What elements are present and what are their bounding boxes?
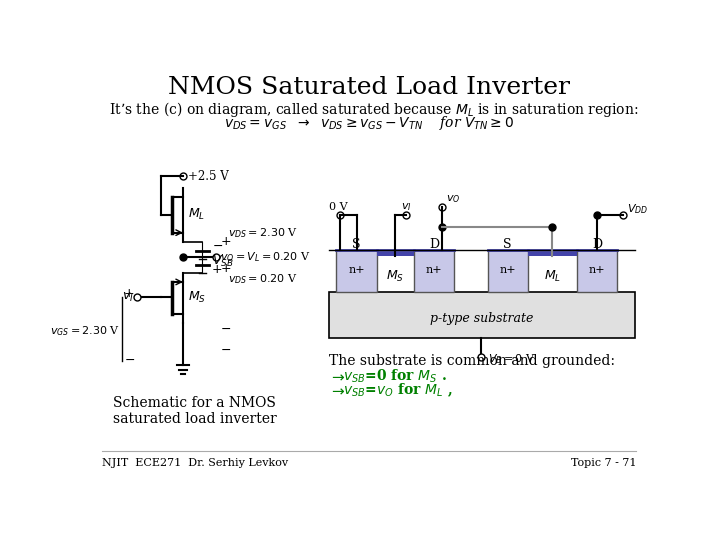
Text: $v_{GS} = 2.30$ V: $v_{GS} = 2.30$ V <box>50 325 120 338</box>
Text: $v_{SB}$=0 for $M_S$ .: $v_{SB}$=0 for $M_S$ . <box>343 368 446 386</box>
Text: $\rightarrow$: $\rightarrow$ <box>329 383 346 398</box>
Text: $M_L$: $M_L$ <box>188 207 204 222</box>
Text: $v_I$: $v_I$ <box>401 201 412 213</box>
Text: Topic 7 - 71: Topic 7 - 71 <box>571 458 636 468</box>
Text: $-$: $-$ <box>124 353 135 366</box>
Text: +2.5 V: +2.5 V <box>189 170 229 183</box>
Text: n+: n+ <box>500 265 516 275</box>
Text: $V_{SB}$: $V_{SB}$ <box>212 254 233 269</box>
Text: +: + <box>220 262 231 275</box>
Text: S: S <box>503 238 512 251</box>
Bar <box>414 249 454 292</box>
Text: Schematic for a NMOS
saturated load inverter: Schematic for a NMOS saturated load inve… <box>113 396 277 426</box>
Text: $M_S$: $M_S$ <box>387 269 405 284</box>
Text: $M_L$: $M_L$ <box>544 269 561 284</box>
Text: $v_{SB}$=$v_O$ for $M_L$ ,: $v_{SB}$=$v_O$ for $M_L$ , <box>343 382 452 399</box>
Text: D: D <box>429 238 439 251</box>
Text: +: + <box>124 287 135 300</box>
Text: The substrate is common and grounded:: The substrate is common and grounded: <box>329 354 615 368</box>
Text: $-$: $-$ <box>220 343 231 356</box>
Text: It’s the (c) on diagram, called saturated because $M_L$ is in saturation region:: It’s the (c) on diagram, called saturate… <box>109 100 639 119</box>
Text: p-type substrate: p-type substrate <box>430 313 534 326</box>
Text: $M_S$: $M_S$ <box>188 290 206 305</box>
Text: NJIT  ECE271  Dr. Serhiy Levkov: NJIT ECE271 Dr. Serhiy Levkov <box>102 458 288 468</box>
Text: $V_{DD}$: $V_{DD}$ <box>627 202 648 215</box>
Text: $v_O = V_L = 0.20$ V: $v_O = V_L = 0.20$ V <box>220 251 310 264</box>
Text: $v_I$: $v_I$ <box>122 291 133 304</box>
Text: $v_{DS}=v_{GS}$  $\rightarrow$  $v_{DS} \geq v_{GS} - V_{TN}$    for $V_{TN} \ge: $v_{DS}=v_{GS}$ $\rightarrow$ $v_{DS} \g… <box>224 114 514 132</box>
Text: $v_{DS} = 2.30$ V: $v_{DS} = 2.30$ V <box>228 226 298 240</box>
Text: n+: n+ <box>348 265 365 275</box>
Bar <box>336 249 377 292</box>
Bar <box>487 249 528 292</box>
Text: $-$: $-$ <box>220 322 231 335</box>
Bar <box>377 252 414 256</box>
Text: n+: n+ <box>588 265 606 275</box>
Text: $v_{DS} = 0.20$ V: $v_{DS} = 0.20$ V <box>228 272 297 286</box>
Bar <box>577 249 617 292</box>
Text: $V_B = 0$ V: $V_B = 0$ V <box>487 352 535 366</box>
Text: $\rightarrow$: $\rightarrow$ <box>329 369 346 384</box>
Text: +: + <box>220 235 231 248</box>
Text: $v_O$: $v_O$ <box>446 194 460 205</box>
Text: NMOS Saturated Load Inverter: NMOS Saturated Load Inverter <box>168 76 570 99</box>
Text: S: S <box>352 238 361 251</box>
Text: n+: n+ <box>426 265 442 275</box>
Text: $-$: $-$ <box>212 239 222 252</box>
Bar <box>528 252 577 256</box>
Text: 0 V: 0 V <box>329 202 347 212</box>
Bar <box>329 292 635 338</box>
Text: D: D <box>592 238 602 251</box>
Text: +: + <box>212 263 222 276</box>
